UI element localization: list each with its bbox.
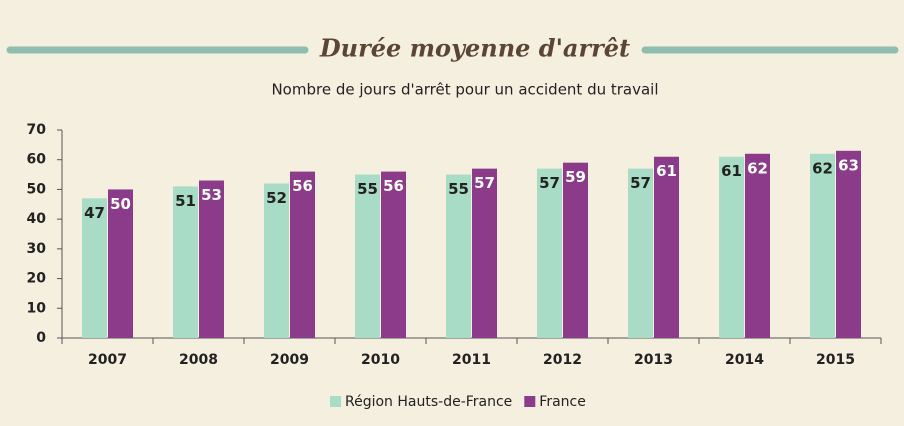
bar xyxy=(173,186,198,338)
bar xyxy=(108,189,133,338)
legend-swatch xyxy=(330,396,341,407)
bar xyxy=(563,162,588,338)
data-label: 55 xyxy=(357,180,378,198)
data-label: 59 xyxy=(565,168,586,186)
x-tick-label: 2012 xyxy=(543,352,582,368)
bar xyxy=(264,183,289,338)
y-tick-label: 0 xyxy=(36,330,46,346)
x-tick-label: 2014 xyxy=(725,352,764,368)
x-tick-label: 2009 xyxy=(270,352,309,368)
data-label: 50 xyxy=(110,195,131,213)
data-label: 61 xyxy=(721,162,742,180)
bar xyxy=(537,168,562,338)
bar xyxy=(290,171,315,338)
data-label: 63 xyxy=(838,156,859,174)
bar xyxy=(719,156,744,338)
data-label: 57 xyxy=(474,174,495,192)
x-tick-label: 2011 xyxy=(452,352,491,368)
legend-label: Région Hauts-de-France xyxy=(345,394,512,410)
chart-title: Durée moyenne d'arrêt xyxy=(319,34,630,63)
data-label: 53 xyxy=(201,186,222,204)
bar xyxy=(381,171,406,338)
data-label: 55 xyxy=(448,180,469,198)
x-tick-label: 2007 xyxy=(88,352,127,368)
bar xyxy=(446,174,471,338)
legend-swatch xyxy=(524,396,536,407)
bar xyxy=(810,153,835,338)
y-tick-label: 10 xyxy=(27,300,47,316)
bar xyxy=(355,174,380,338)
x-tick-label: 2008 xyxy=(179,352,218,368)
x-tick-label: 2010 xyxy=(361,352,400,368)
x-tick-label: 2015 xyxy=(816,352,855,368)
data-label: 52 xyxy=(266,189,287,207)
data-label: 51 xyxy=(175,192,196,210)
bar xyxy=(199,180,224,338)
y-tick-label: 40 xyxy=(27,211,47,227)
data-label: 62 xyxy=(747,159,768,177)
bar xyxy=(472,168,497,338)
y-tick-label: 30 xyxy=(27,241,47,257)
legend-label: France xyxy=(539,394,586,410)
data-label: 47 xyxy=(84,204,105,222)
data-label: 62 xyxy=(812,159,833,177)
data-label: 61 xyxy=(656,162,677,180)
x-tick-label: 2013 xyxy=(634,352,673,368)
y-tick-label: 50 xyxy=(27,181,47,197)
data-label: 57 xyxy=(630,174,651,192)
y-tick-label: 60 xyxy=(27,152,47,168)
data-label: 56 xyxy=(292,177,313,195)
bar xyxy=(628,168,653,338)
y-tick-label: 70 xyxy=(27,122,47,138)
bar xyxy=(836,150,861,338)
data-label: 56 xyxy=(383,177,404,195)
y-tick-label: 20 xyxy=(27,271,47,287)
bar xyxy=(82,198,107,338)
bar xyxy=(654,156,679,338)
chart-subtitle: Nombre de jours d'arrêt pour un accident… xyxy=(271,81,658,99)
data-label: 57 xyxy=(539,174,560,192)
bar xyxy=(745,153,770,338)
